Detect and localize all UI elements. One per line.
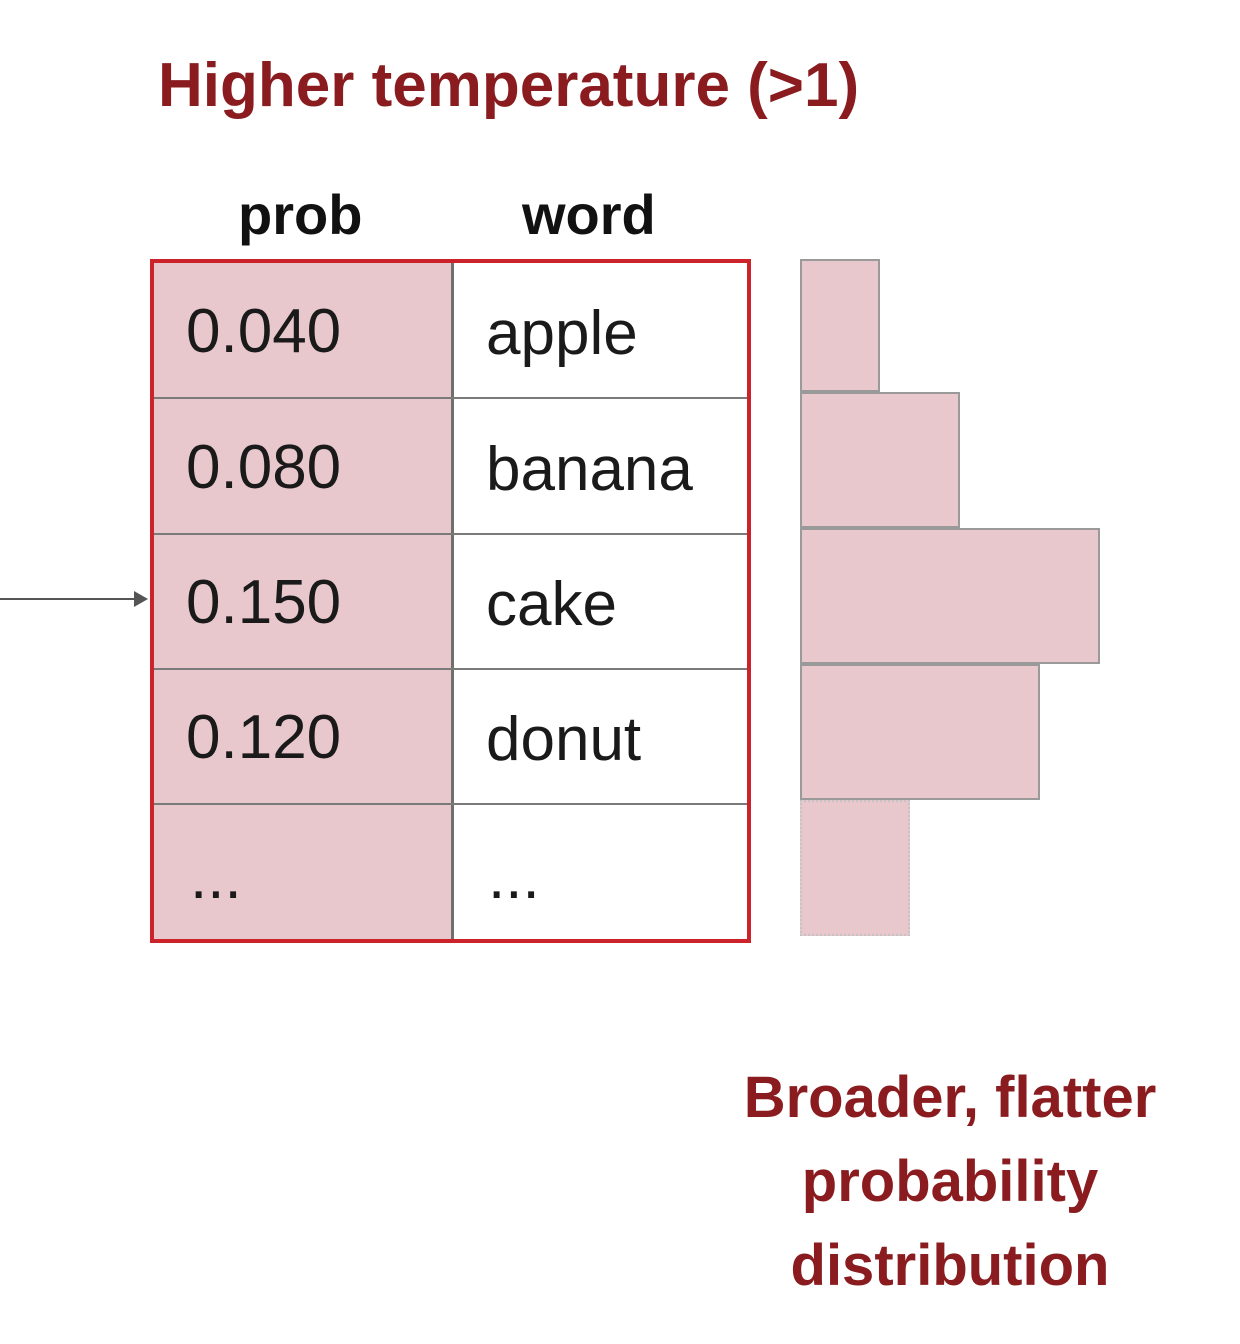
input-arrow-icon — [0, 591, 148, 607]
prob-column-header: prob — [238, 183, 363, 246]
table-row-5-word: ... — [488, 843, 540, 912]
table-row-5-prob: ... — [190, 843, 242, 912]
distribution-bar-2 — [800, 392, 960, 528]
distribution-bar-1 — [800, 259, 880, 392]
row-divider — [154, 668, 747, 670]
prob-column-background — [154, 263, 451, 939]
table-row-2-word: banana — [486, 435, 693, 504]
slide-title: Higher temperature (>1) — [158, 51, 860, 120]
distribution-caption: Broader, flatter probability distributio… — [700, 1056, 1200, 1308]
column-divider — [451, 263, 454, 939]
table-row-1-prob: 0.040 — [186, 297, 342, 366]
table-row-4-prob: 0.120 — [186, 703, 342, 772]
row-divider — [154, 803, 747, 805]
table-row-2-prob: 0.080 — [186, 433, 342, 502]
caption-line-3: distribution — [790, 1233, 1110, 1298]
table-row-4-word: donut — [486, 705, 642, 774]
row-divider — [154, 533, 747, 535]
table-row-3-prob: 0.150 — [186, 568, 342, 637]
probability-table: 0.040 apple 0.080 banana 0.150 cake 0.12… — [150, 259, 751, 943]
row-divider — [154, 397, 747, 399]
table-row-1-word: apple — [486, 299, 638, 368]
distribution-bar-4 — [800, 664, 1040, 800]
caption-line-1: Broader, flatter — [743, 1065, 1157, 1130]
caption-line-2: probability — [801, 1149, 1099, 1214]
distribution-bar-3 — [800, 528, 1100, 664]
word-column-header: word — [522, 183, 656, 246]
distribution-bar-5 — [800, 800, 910, 936]
table-row-3-word: cake — [486, 570, 617, 639]
